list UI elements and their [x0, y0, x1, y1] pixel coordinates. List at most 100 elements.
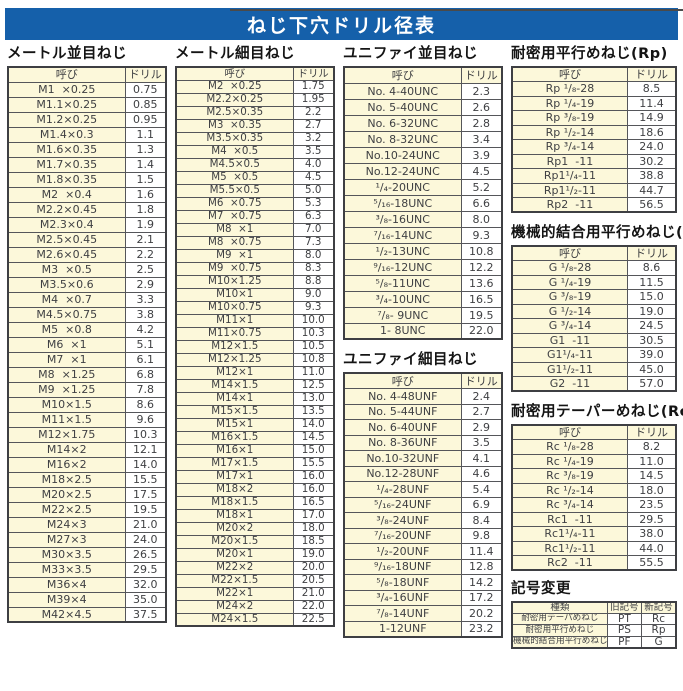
table-row: G1¹/₄-11 39.0: [511, 347, 677, 363]
table-row: M1.2×0.25 0.95: [7, 111, 167, 128]
table-row: M11×1 10.0: [175, 313, 335, 328]
table-row: M18×2.5 15.5: [7, 471, 167, 488]
drill-cell: 9.3: [292, 300, 335, 315]
drill-cell: 20.2: [460, 605, 503, 622]
name-cell: M14×2: [7, 441, 126, 458]
table-row: M22×1.5 20.5: [175, 573, 335, 588]
name-cell: M14×1.5: [175, 378, 294, 393]
name-cell: M42×4.5: [7, 606, 126, 623]
name-cell: M1.8×0.35: [7, 171, 126, 188]
drill-cell: 19.5: [460, 306, 503, 324]
name-cell: M6 ×0.75: [175, 196, 294, 211]
table-row: G2 -11 57.0: [511, 376, 677, 392]
drill-cell: 4.0: [292, 157, 335, 172]
drill-cell: 39.0: [626, 347, 677, 363]
drill-cell: 5.2: [460, 178, 503, 196]
name-cell: M4 ×0.5: [175, 144, 294, 159]
drill-cell: 13.5: [292, 404, 335, 419]
table-row: M10×0.75 9.3: [175, 300, 335, 315]
table-row: M1.8×0.35 1.5: [7, 171, 167, 188]
drill-cell: 3.5: [292, 144, 335, 159]
header-row: 呼び ドリル: [511, 424, 677, 440]
drill-cell: 21.0: [292, 586, 335, 601]
drill-cell: 2.7: [460, 403, 503, 420]
table-row: M7 ×0.75 6.3: [175, 209, 335, 224]
name-cell: G ³/₈-19: [511, 289, 628, 305]
name-cell: Rp1 -11: [511, 153, 628, 169]
table-row: M24×1.5 22.5: [175, 612, 335, 627]
drill-cell: 6.8: [124, 366, 167, 383]
col-header-drill: ドリル: [626, 66, 677, 82]
table-row: M17×1 16.0: [175, 469, 335, 484]
name-cell: M33×3.5: [7, 561, 126, 578]
table-row: M2 ×0.25 1.75: [175, 79, 335, 94]
name-cell: M8 ×0.75: [175, 235, 294, 250]
name-cell: No. 6-32UNC: [343, 114, 462, 132]
table-row: ⁵/₈-18UNF 14.2: [343, 574, 503, 591]
table-row: M2 ×0.4 1.6: [7, 186, 167, 203]
drill-cell: 11.0: [626, 453, 677, 469]
column-unified: ユニファイ並目ねじ 呼び ドリル No. 4-40UNC 2.3 No. 5-40U…: [343, 46, 503, 638]
drill-cell: 5.1: [124, 336, 167, 353]
drill-cell: 45.0: [626, 361, 677, 377]
name-cell: M11×1.5: [7, 411, 126, 428]
name-cell: ³/₄-16UNF: [343, 589, 462, 606]
table-row: M12×1.25 10.8: [175, 352, 335, 367]
name-cell: M20×2: [175, 521, 294, 536]
drill-cell: 8.6: [626, 260, 677, 276]
drill-cell: 16.0: [292, 482, 335, 497]
name-cell: ⁷/₁₆-20UNF: [343, 527, 462, 544]
name-cell: M10×0.75: [175, 300, 294, 315]
name-cell: Rc1¹/₄-11: [511, 526, 628, 542]
drill-cell: 10.3: [124, 426, 167, 443]
name-cell: No.12-24UNC: [343, 162, 462, 180]
drill-cell: 3.2: [292, 131, 335, 146]
section-title-metric-coarse: メートル並目ねじ: [7, 46, 127, 62]
table-row: M11×0.75 10.3: [175, 326, 335, 341]
table-row: M12×1.5 10.5: [175, 339, 335, 354]
drill-cell: 38.0: [626, 526, 677, 542]
name-cell: M2.5×0.45: [7, 231, 126, 248]
table-row: M30×3.5 26.5: [7, 546, 167, 563]
name-cell: Rp1¹/₄-11: [511, 168, 628, 184]
title-bar: ねじ下穴ドリル径表: [5, 8, 678, 40]
name-cell: G1¹/₂-11: [511, 361, 628, 377]
section-title-metric-fine: メートル細目ねじ: [175, 46, 295, 62]
drill-cell: 1.6: [124, 186, 167, 203]
name-cell: M20×2.5: [7, 486, 126, 503]
table-row: ⁹/₁₆-18UNF 12.8: [343, 558, 503, 575]
table-row: M15×1 14.0: [175, 417, 335, 432]
col-header-new-symbol: 新記号: [641, 601, 677, 614]
name-cell: M12×1.5: [175, 339, 294, 354]
name-cell: ⁵/₁₆-24UNF: [343, 496, 462, 513]
rp-table: 呼び ドリル Rp ¹/₈-28 8.5 Rp ¹/₄-19 11.4 Rp ³/₈-1…: [511, 66, 677, 213]
table-row: Rc ¹/₂-14 18.0: [511, 482, 677, 498]
table-row: M2.5×0.35 2.2: [175, 105, 335, 120]
name-cell: No.10-24UNC: [343, 146, 462, 164]
name-cell: M2.2×0.25: [175, 92, 294, 107]
name-cell: ¹/₄-28UNF: [343, 481, 462, 498]
table-row: Rp1¹/₂-11 44.7: [511, 182, 677, 198]
name-cell: M9 ×1.25: [7, 381, 126, 398]
drill-cell: 13.6: [460, 274, 503, 292]
drill-cell: 12.1: [124, 441, 167, 458]
name-cell: M3 ×0.5: [7, 261, 126, 278]
header-row: 種類 旧記号 新記号: [511, 601, 677, 614]
drill-cell: 24.5: [626, 318, 677, 334]
drill-cell: 0.85: [124, 96, 167, 113]
name-cell: ⁷/₈-14UNF: [343, 605, 462, 622]
kind-cell: 耐密用テーパめねじ: [511, 612, 608, 625]
name-cell: G ³/₄-14: [511, 318, 628, 334]
drill-cell: 44.7: [626, 182, 677, 198]
table-row: M12×1.75 10.3: [7, 426, 167, 443]
table-row: M17×1.5 15.5: [175, 456, 335, 471]
name-cell: M1.4×0.3: [7, 126, 126, 143]
table-row: Rp ³/₄-14 24.0: [511, 139, 677, 155]
table-row: M1.6×0.35 1.3: [7, 141, 167, 158]
drill-cell: 20.0: [292, 560, 335, 575]
drill-cell: 3.3: [124, 291, 167, 308]
name-cell: M5.5×0.5: [175, 183, 294, 198]
drill-cell: 22.0: [292, 599, 335, 614]
drill-cell: 11.0: [292, 365, 335, 380]
table-row: M20×2 18.0: [175, 521, 335, 536]
